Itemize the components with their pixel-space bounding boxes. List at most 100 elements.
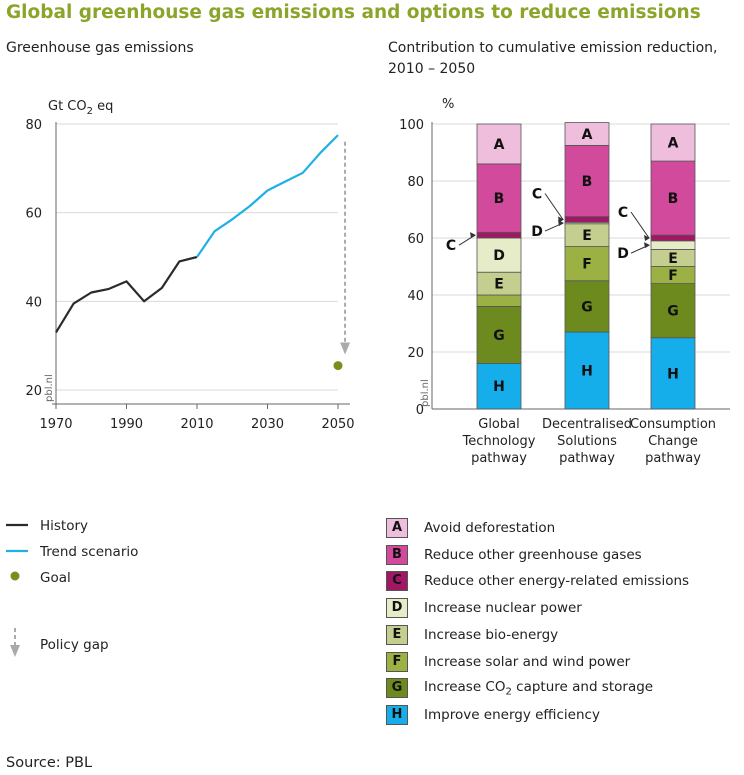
segment-label: B [582,174,593,190]
category-label: Change [648,434,698,449]
category-label: pathway [559,451,615,466]
callout-label: C [532,186,542,202]
bar-segment-f [476,294,522,307]
legend-label: Reduce other greenhouse gases [424,546,642,563]
segment-label: H [493,379,505,395]
y-tick-label: 60 [407,232,424,247]
bar-segment-a [564,122,610,146]
y-tick-label: 40 [25,295,42,310]
bar-segment-d [650,240,696,250]
line-swatch-icon [6,518,28,534]
trend-scenario-line [196,134,339,258]
goal-point [333,361,343,371]
legend-item: History [6,518,88,534]
segment-label: E [668,251,678,267]
legend-label: Increase nuclear power [424,600,582,617]
y-tick-label: 0 [416,403,424,418]
category-label: Consumption [630,417,716,432]
bar-segment-h [476,362,522,410]
segment-label: G [493,328,505,344]
dashed-arrow-icon [6,628,28,662]
y-tick-label: 40 [407,289,424,304]
y-tick-label: 20 [407,346,424,361]
line-chart: Gt CO2 eq 20 40 60 80 1970 1990 2010 2030 2050 pbl… [25,99,354,432]
legend-swatch: H [386,704,408,725]
y-unit-label: Gt CO2 eq [48,99,113,117]
source-note: Source: PBL [6,755,93,771]
callout-label: D [531,224,543,240]
segment-label: D [493,248,505,264]
history-line [55,255,198,333]
segment-label: E [494,277,504,293]
callout-leader [630,211,650,239]
segment-label: F [582,257,592,273]
legend-item: Policy gap [6,628,109,662]
callout-label: D [617,246,629,262]
legend-item-a: A Avoid deforestation [386,518,555,538]
x-tick-label: 2010 [180,417,213,432]
watermark: pbl.nl [420,379,431,407]
legend-label: Increase bio-energy [424,626,559,643]
callout-arrowhead [644,242,650,249]
x-tick-label: 1990 [110,417,143,432]
category-label: pathway [471,451,527,466]
legend-swatch: A [386,518,408,538]
bar-segment-c [476,231,522,239]
category-label: Solutions [557,434,617,449]
segment-label: A [494,137,505,153]
legend-item-c: C Reduce other energy-related emissions [386,571,689,592]
bar-segment-c [564,216,610,223]
segment-label: G [667,304,679,320]
legend-label: Avoid deforestation [424,520,556,536]
bar-segment-g [650,283,696,339]
bar-segment-c [650,234,696,242]
bar-segment-a [476,123,522,165]
legend-item-d: D Increase nuclear power [386,598,582,619]
legend-label: Policy gap [40,637,109,653]
legend-label: Improve energy efficiency [424,706,600,723]
x-tick-label: 1970 [39,417,72,432]
bar-segment-g [564,280,610,333]
line-chart-subtitle: Greenhouse gas emissions [6,40,194,56]
y-tick-label: 60 [25,207,42,222]
callout-label: C [618,205,628,221]
segment-label: H [581,364,593,380]
legend-swatch: B [386,544,408,565]
legend-label: Trend scenario [40,544,139,560]
y-axis-label: % [442,97,454,112]
bar-segment-h [650,337,696,410]
segment-label: F [668,268,678,284]
callout-arrowhead [470,232,476,239]
bar-segment-h [564,331,610,410]
policy-gap-arrowhead [340,342,351,355]
line-swatch-icon [6,544,28,560]
legend-item: Goal [6,570,71,586]
legend-item-e: E Increase bio-energy [386,624,559,645]
bar-segment-d [476,237,522,273]
legend-item-h: H Improve energy efficiency [386,704,600,725]
legend-item-g: G Increase CO2 capture and storage [386,678,653,699]
legend-label: History [40,518,89,534]
bar-segment-b [476,163,522,233]
legend-item: Trend scenario [6,544,138,560]
y-tick-label: 80 [25,118,42,133]
y-tick-label: 100 [399,118,424,133]
category-label: pathway [645,451,701,466]
bar-segment-b [564,144,610,218]
legend-swatch: D [386,598,408,619]
bar-segment-f [564,246,610,282]
segment-label: B [668,191,679,207]
legend-label: Goal [40,570,71,586]
legend-item-b: B Reduce other greenhouse gases [386,544,642,565]
x-tick-label: 2030 [251,417,284,432]
legend-item-f: F Increase solar and wind power [386,651,630,672]
goal-dot-icon [6,570,28,586]
segment-label: G [581,299,593,315]
segment-label: E [582,228,592,244]
legend-swatch: C [386,571,408,592]
watermark: pbl.nl [44,374,55,402]
segment-label: B [494,191,505,207]
callout-label: C [446,238,456,254]
y-tick-label: 20 [25,384,42,399]
